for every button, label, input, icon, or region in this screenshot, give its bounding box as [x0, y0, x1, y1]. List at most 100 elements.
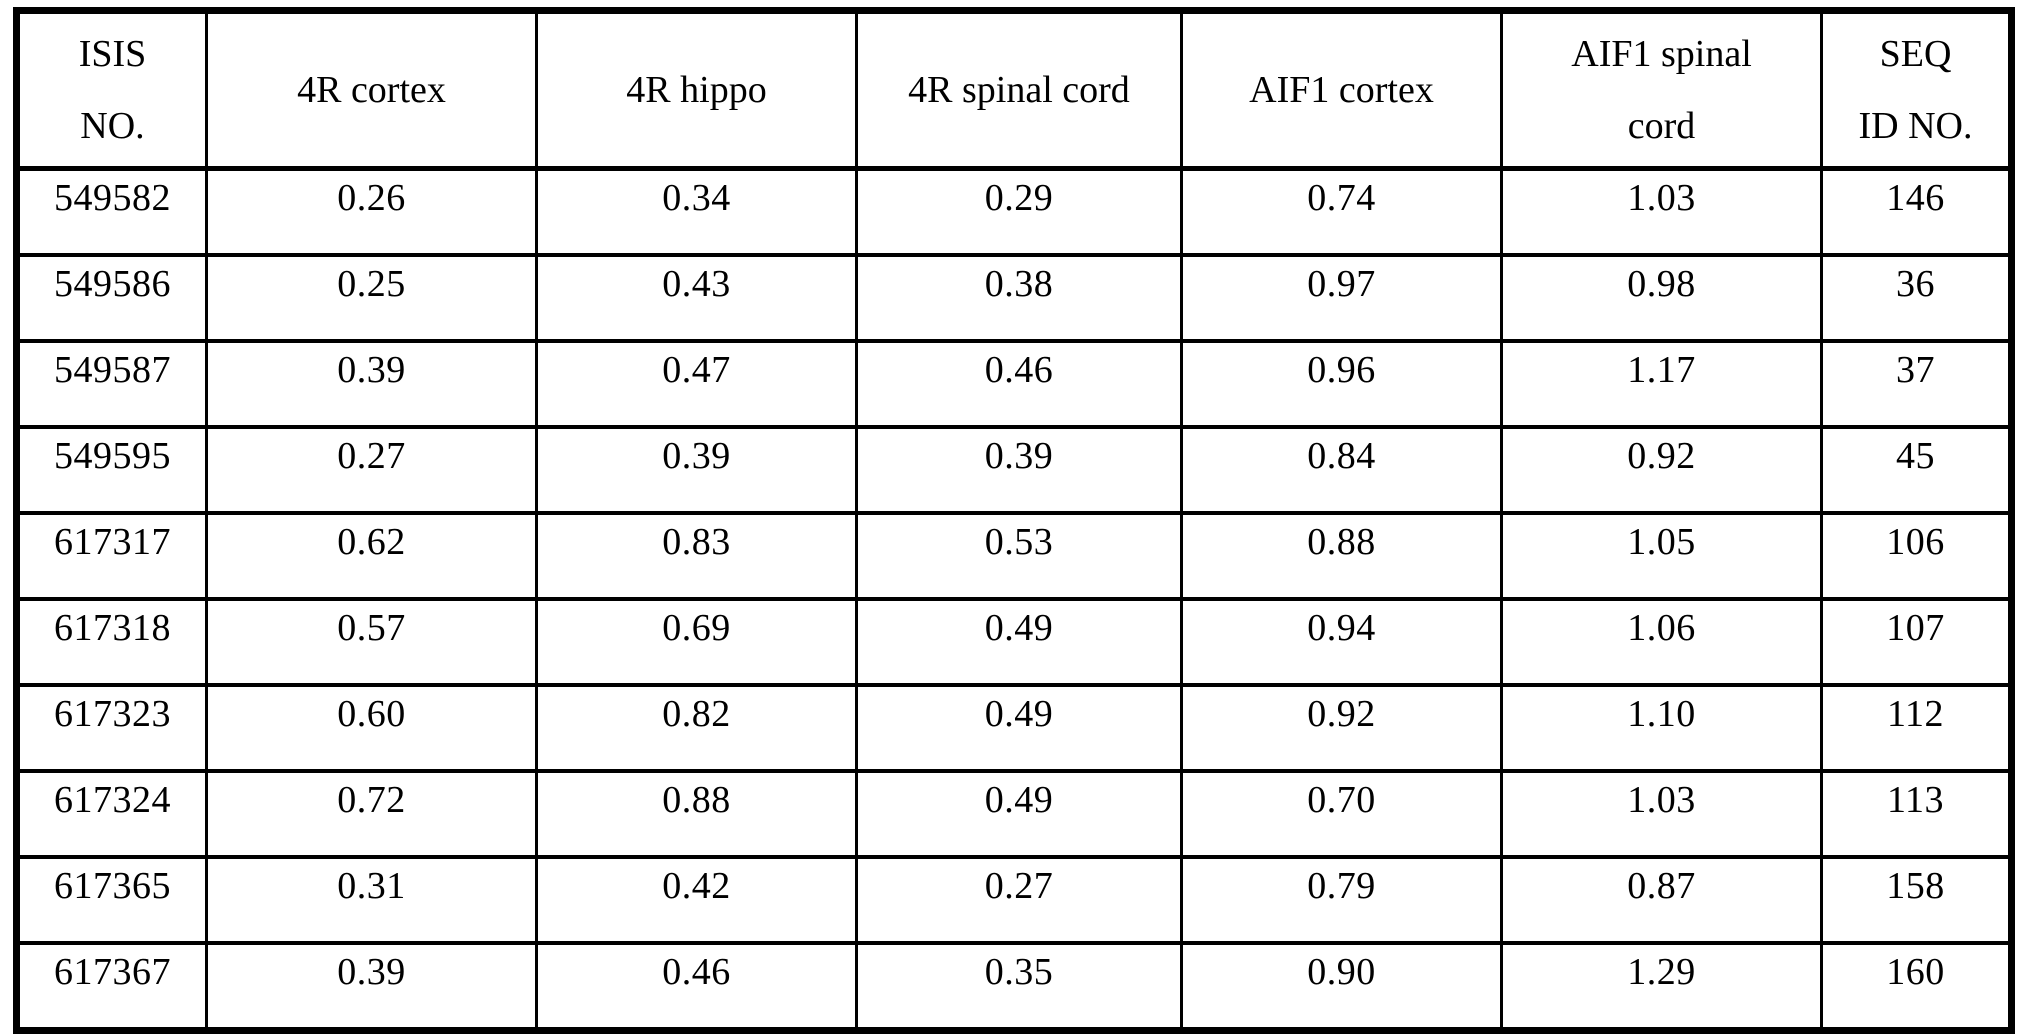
table-cell: 1.05 — [1500, 511, 1823, 601]
table-cell: 0.87 — [1500, 855, 1823, 945]
table-cell: 0.49 — [855, 597, 1183, 687]
header-label-line: cord — [1627, 105, 1696, 147]
table-cell: 146 — [1820, 166, 2013, 257]
table-cell: 1.17 — [1500, 339, 1823, 429]
row-id-cell: 617317 — [15, 511, 208, 601]
table-cell: 0.88 — [1180, 511, 1503, 601]
table-cell: 0.57 — [205, 597, 538, 687]
table-cell: 1.03 — [1500, 166, 1823, 257]
header-label-line: ISIS — [78, 33, 147, 75]
table-row: 549586 0.25 0.43 0.38 0.97 0.98 36 — [15, 253, 2013, 343]
table-row: 549582 0.26 0.34 0.29 0.74 1.03 146 — [15, 166, 2013, 257]
table-row: 617318 0.57 0.69 0.49 0.94 1.06 107 — [15, 597, 2013, 687]
table-cell: 0.26 — [205, 166, 538, 257]
header-label-line: NO. — [80, 105, 145, 147]
table-cell: 0.98 — [1500, 253, 1823, 343]
table-cell: 0.74 — [1180, 166, 1503, 257]
table-cell: 0.88 — [535, 769, 858, 859]
table-cell: 158 — [1820, 855, 2013, 945]
header-cell-6: SEQ ID NO. — [1820, 9, 2013, 171]
table-cell: 0.39 — [535, 425, 858, 515]
header-label-line: ID NO. — [1858, 105, 1973, 147]
header-cell-5: AIF1 spinal cord — [1500, 9, 1823, 171]
table-cell: 0.43 — [535, 253, 858, 343]
table-cell: 0.25 — [205, 253, 538, 343]
row-id-cell: 617324 — [15, 769, 208, 859]
table-cell: 0.46 — [535, 941, 858, 1032]
table-cell: 0.53 — [855, 511, 1183, 601]
table-cell: 0.34 — [535, 166, 858, 257]
table-cell: 0.70 — [1180, 769, 1503, 859]
table-cell: 0.79 — [1180, 855, 1503, 945]
table-cell: 0.49 — [855, 769, 1183, 859]
table-row: 617323 0.60 0.82 0.49 0.92 1.10 112 — [15, 683, 2013, 773]
header-cell-1: 4R cortex — [205, 9, 538, 171]
data-table: ISIS NO. 4R cortex 4R hippo 4R spinal cord AI… — [13, 7, 2015, 1034]
header-label-line: AIF1 cortex — [1249, 69, 1434, 111]
table-cell: 1.10 — [1500, 683, 1823, 773]
header-label-line: SEQ — [1879, 33, 1952, 75]
row-id-cell: 617318 — [15, 597, 208, 687]
header-cell-0: ISIS NO. — [15, 9, 208, 171]
table-cell: 37 — [1820, 339, 2013, 429]
table-cell: 0.92 — [1500, 425, 1823, 515]
table-cell: 1.03 — [1500, 769, 1823, 859]
table-row: 549595 0.27 0.39 0.39 0.84 0.92 45 — [15, 425, 2013, 515]
row-id-cell: 549595 — [15, 425, 208, 515]
header-cell-4: AIF1 cortex — [1180, 9, 1503, 171]
table-cell: 0.49 — [855, 683, 1183, 773]
table-cell: 1.29 — [1500, 941, 1823, 1032]
table-cell: 0.27 — [855, 855, 1183, 945]
table-cell: 0.46 — [855, 339, 1183, 429]
table-cell: 0.39 — [855, 425, 1183, 515]
table-cell: 0.97 — [1180, 253, 1503, 343]
table-cell: 45 — [1820, 425, 2013, 515]
table-cell: 0.39 — [205, 941, 538, 1032]
table-cell: 0.39 — [205, 339, 538, 429]
table-cell: 0.29 — [855, 166, 1183, 257]
header-label-line: 4R spinal cord — [908, 69, 1130, 111]
table-cell: 0.92 — [1180, 683, 1503, 773]
table-cell: 0.60 — [205, 683, 538, 773]
header-label-line: 4R hippo — [626, 69, 767, 111]
table-row: 617365 0.31 0.42 0.27 0.79 0.87 158 — [15, 855, 2013, 945]
table-cell: 0.31 — [205, 855, 538, 945]
table-cell: 0.42 — [535, 855, 858, 945]
table-cell: 0.27 — [205, 425, 538, 515]
table-body: 549582 0.26 0.34 0.29 0.74 1.03 146 549586 0.25 0… — [15, 166, 2013, 1032]
table-cell: 0.47 — [535, 339, 858, 429]
table-cell: 112 — [1820, 683, 2013, 773]
table-cell: 0.96 — [1180, 339, 1503, 429]
table-cell: 1.06 — [1500, 597, 1823, 687]
table-header-row: ISIS NO. 4R cortex 4R hippo 4R spinal cord AI… — [15, 9, 2013, 171]
table-cell: 36 — [1820, 253, 2013, 343]
document-page: ISIS NO. 4R cortex 4R hippo 4R spinal cord AI… — [13, 7, 2015, 1034]
header-label-line: 4R cortex — [297, 69, 446, 111]
header-cell-2: 4R hippo — [535, 9, 858, 171]
row-id-cell: 617367 — [15, 941, 208, 1032]
table-row: 617324 0.72 0.88 0.49 0.70 1.03 113 — [15, 769, 2013, 859]
table-cell: 107 — [1820, 597, 2013, 687]
table-cell: 160 — [1820, 941, 2013, 1032]
table-cell: 0.90 — [1180, 941, 1503, 1032]
table-cell: 0.82 — [535, 683, 858, 773]
table-cell: 113 — [1820, 769, 2013, 859]
table-cell: 0.72 — [205, 769, 538, 859]
table-cell: 0.35 — [855, 941, 1183, 1032]
table-cell: 0.94 — [1180, 597, 1503, 687]
table-cell: 0.84 — [1180, 425, 1503, 515]
table-row: 549587 0.39 0.47 0.46 0.96 1.17 37 — [15, 339, 2013, 429]
table-cell: 0.38 — [855, 253, 1183, 343]
table-row: 617317 0.62 0.83 0.53 0.88 1.05 106 — [15, 511, 2013, 601]
table-row: 617367 0.39 0.46 0.35 0.90 1.29 160 — [15, 941, 2013, 1032]
header-cell-3: 4R spinal cord — [855, 9, 1183, 171]
header-label-line: AIF1 spinal — [1571, 33, 1752, 75]
table-cell: 106 — [1820, 511, 2013, 601]
row-id-cell: 549586 — [15, 253, 208, 343]
row-id-cell: 617323 — [15, 683, 208, 773]
row-id-cell: 617365 — [15, 855, 208, 945]
row-id-cell: 549587 — [15, 339, 208, 429]
table-cell: 0.69 — [535, 597, 858, 687]
row-id-cell: 549582 — [15, 166, 208, 257]
table-cell: 0.62 — [205, 511, 538, 601]
